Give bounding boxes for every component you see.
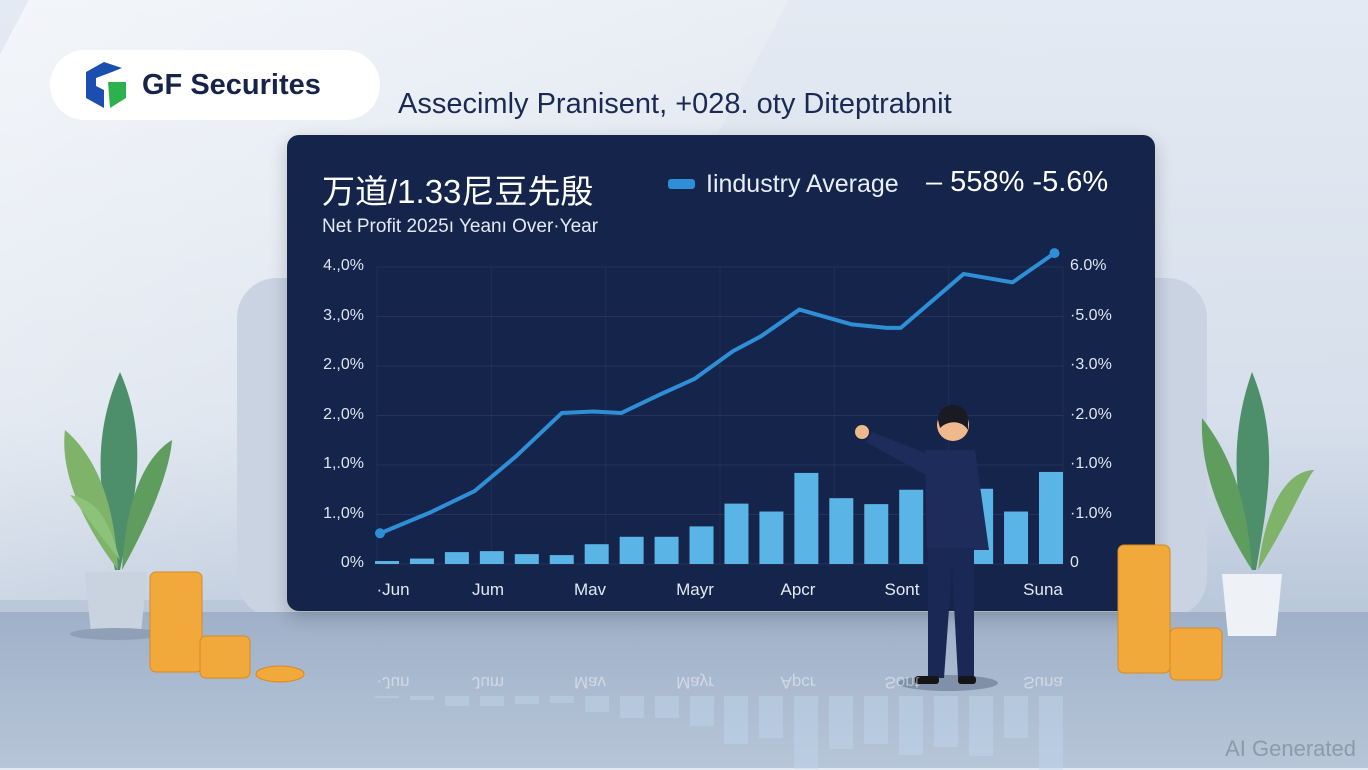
right-axis-tick: ·3.0% <box>1070 356 1112 373</box>
bar-reflection <box>619 696 644 718</box>
chart-subtitle: Net Profit 2025ı Yeanı Over·Year <box>322 216 599 237</box>
bar <box>794 472 819 564</box>
bar <box>549 555 574 564</box>
legend-value: – 558% -5.6% <box>926 166 1109 198</box>
bar <box>724 503 749 564</box>
bar-reflection <box>864 696 889 744</box>
bar <box>1004 511 1029 564</box>
bar-reflection <box>1004 696 1029 738</box>
chart-title: 万道/1.33尼豆先殷 <box>322 173 594 210</box>
reflection-label: Mayr <box>676 673 714 692</box>
line-start-point <box>375 528 386 539</box>
series-line <box>379 251 1056 536</box>
legend-label: Iindustry Average <box>706 170 899 198</box>
bar <box>514 554 539 564</box>
line-end-point <box>1049 248 1060 259</box>
x-axis-tick: Mav <box>573 580 607 599</box>
left-axis-tick: 2.,0% <box>323 405 364 423</box>
left-axis-tick: 2.,0% <box>323 356 364 373</box>
right-axis-tick: ·5.0% <box>1070 306 1112 324</box>
x-axis-tick: Mayr <box>676 580 714 599</box>
right-axis-tick: ·1.0% <box>1070 504 1112 522</box>
ai-generated-watermark: AI Generated <box>1225 736 1356 761</box>
bar-reflection <box>479 696 504 707</box>
bar-reflection <box>1039 696 1063 770</box>
bar-reflection <box>934 696 959 748</box>
bar <box>409 558 434 564</box>
bar <box>689 526 714 564</box>
bar <box>934 499 959 564</box>
bar <box>619 536 644 564</box>
reflection-label: Mav <box>573 673 607 692</box>
x-axis-tick: Sont <box>884 580 920 599</box>
bar <box>444 552 469 564</box>
x-axis-tick: Jum <box>471 580 505 599</box>
bar <box>969 488 994 564</box>
bar-reflection <box>794 696 819 769</box>
reflection-label: Sont <box>884 673 920 692</box>
bar-reflection <box>969 696 994 757</box>
legend-swatch <box>668 179 695 189</box>
bar <box>829 498 854 564</box>
reflection-label: ·Jun <box>376 673 410 692</box>
bar <box>864 504 889 564</box>
x-axis-tick: Suna <box>1023 580 1063 599</box>
x-axis-tick: ·Jun <box>376 580 410 599</box>
bar-reflection <box>514 696 539 704</box>
left-axis-tick: 1.,0% <box>323 504 364 522</box>
bar-reflection <box>654 696 679 718</box>
right-axis-tick: 6.0% <box>1070 257 1107 274</box>
bar-reflection <box>829 696 854 749</box>
right-axis-tick: ·2.0% <box>1070 405 1112 423</box>
bar-reflection <box>584 696 609 712</box>
right-axis-tick: ·1.0% <box>1070 455 1112 472</box>
right-axis-tick: 0 <box>1070 554 1079 571</box>
headline: Assecimly Pranisent, +028. oty Diteptrab… <box>398 88 952 120</box>
bar-reflection <box>759 696 784 738</box>
reflection-label: Jum <box>471 673 505 692</box>
bar-reflection <box>899 696 924 756</box>
bar-reflection <box>375 696 399 699</box>
bar-reflection <box>689 696 714 727</box>
reflection-label: Apcr <box>780 673 816 692</box>
bar <box>654 536 679 564</box>
bar-reflection <box>444 696 469 706</box>
bar <box>1039 471 1063 564</box>
left-axis-tick: 0% <box>340 554 364 571</box>
left-axis-tick: 1,.0% <box>323 455 364 472</box>
bar <box>479 551 504 564</box>
brand-name: GF Securites <box>142 68 321 101</box>
left-axis-tick: 4.,0% <box>323 257 364 274</box>
bar <box>584 544 609 564</box>
bar-reflection <box>409 696 434 701</box>
bar <box>375 561 399 564</box>
x-axis-tick: Apcr <box>780 580 816 599</box>
reflection-label: Suna <box>1023 673 1063 692</box>
brand-logo-pill: GF Securites <box>50 50 380 120</box>
gf-logo-icon <box>86 62 126 108</box>
bar-reflection <box>549 696 574 704</box>
bar <box>759 511 784 564</box>
left-axis-tick: 3.,0% <box>323 306 364 324</box>
bar <box>899 489 924 564</box>
bar-reflection <box>724 696 749 745</box>
